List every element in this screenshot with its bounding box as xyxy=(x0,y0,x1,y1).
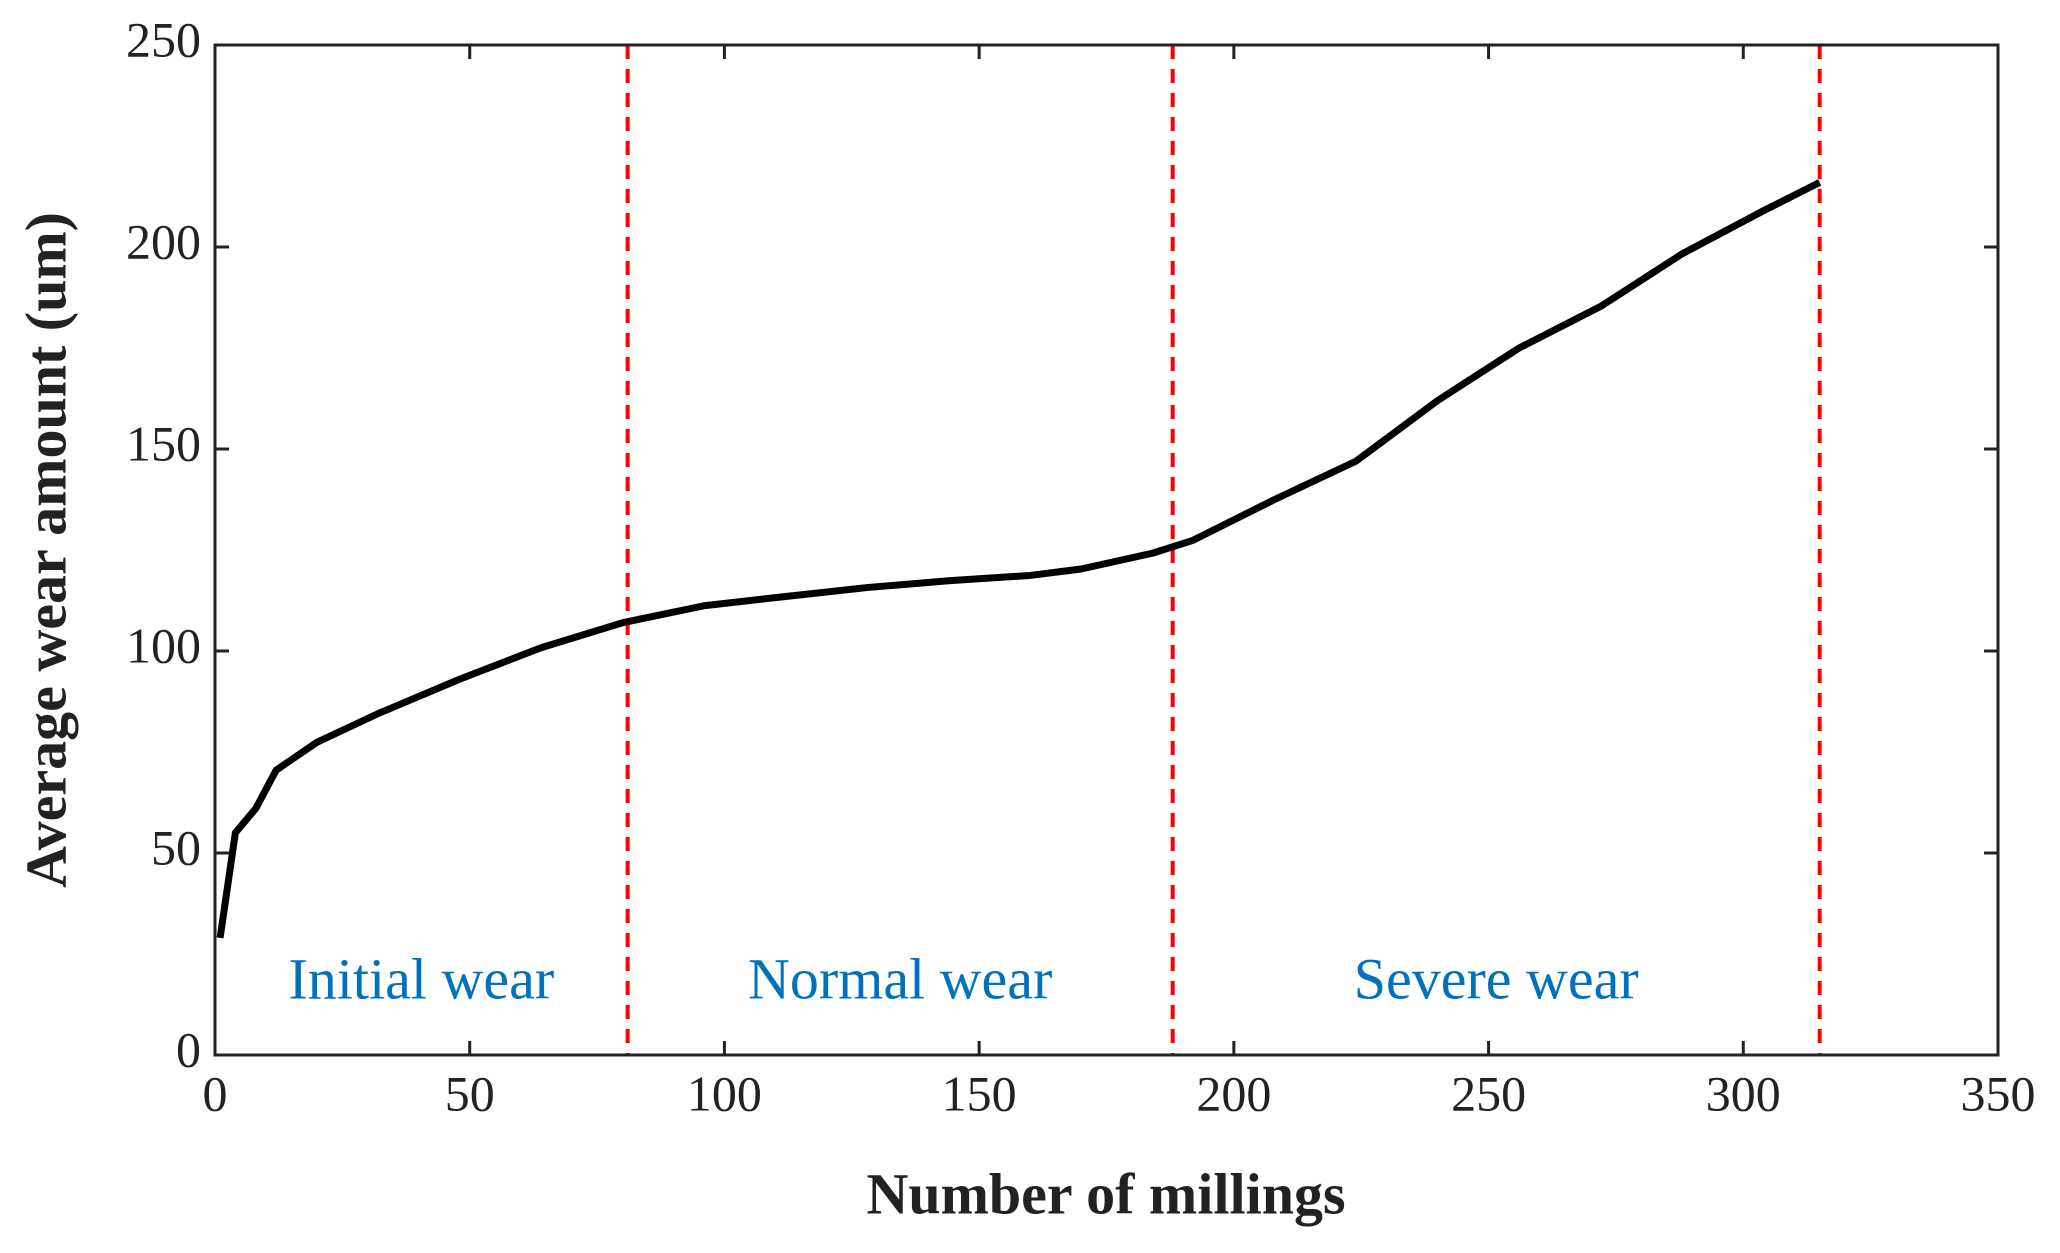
x-tick-label: 50 xyxy=(445,1065,495,1121)
y-tick-label: 250 xyxy=(126,11,201,67)
x-tick-label: 100 xyxy=(687,1065,762,1121)
x-axis-title: Number of millings xyxy=(866,1161,1345,1226)
x-tick-label: 150 xyxy=(942,1065,1017,1121)
data-line xyxy=(216,179,1822,939)
x-tick-label: 300 xyxy=(1706,1065,1781,1121)
y-axis-title: Average wear amount (um) xyxy=(13,212,78,888)
stage-label: Normal wear xyxy=(748,946,1052,1011)
y-tick-label: 200 xyxy=(126,213,201,269)
x-tick-label: 350 xyxy=(1961,1065,2036,1121)
x-tick-label: 200 xyxy=(1196,1065,1271,1121)
y-tick-label: 100 xyxy=(126,617,201,673)
y-tick-label: 150 xyxy=(126,415,201,471)
plot-frame xyxy=(213,43,2000,1057)
x-tick-label: 250 xyxy=(1451,1065,1526,1121)
y-tick-label: 50 xyxy=(151,819,201,875)
x-tick-label: 0 xyxy=(203,1065,228,1121)
y-tick-label: 0 xyxy=(176,1021,201,1077)
stage-label: Initial wear xyxy=(288,946,554,1011)
stage-label: Severe wear xyxy=(1354,946,1639,1011)
